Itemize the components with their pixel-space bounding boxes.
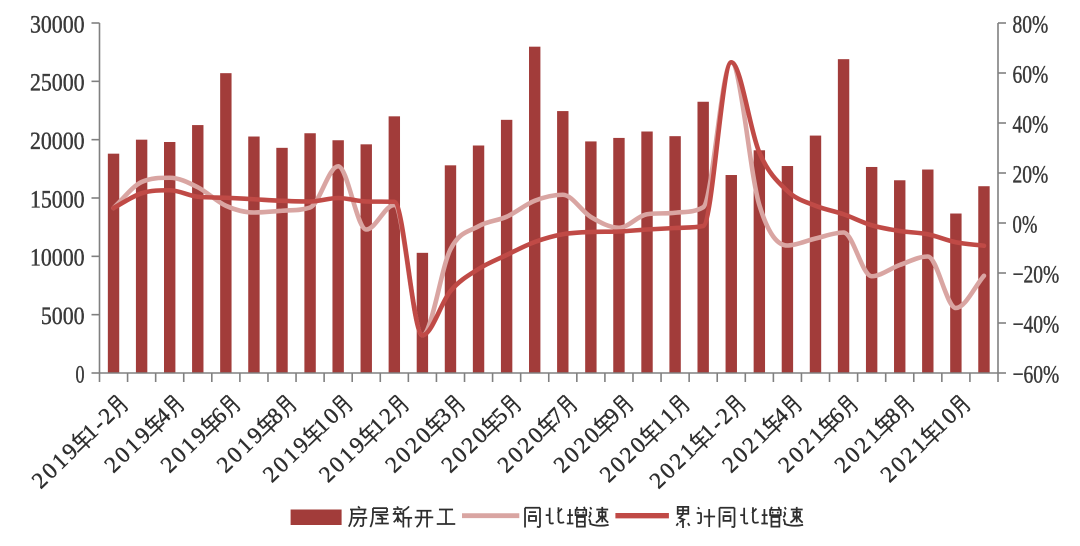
svg-text:20%: 20% [1013, 161, 1049, 188]
svg-text:−40%: −40% [1013, 311, 1060, 338]
svg-text:−60%: −60% [1013, 361, 1060, 388]
svg-text:30000: 30000 [30, 11, 85, 38]
svg-text:80%: 80% [1013, 11, 1049, 38]
svg-text:60%: 60% [1013, 61, 1049, 88]
svg-text:25000: 25000 [30, 70, 85, 97]
svg-text:10000: 10000 [30, 245, 85, 272]
svg-text:−20%: −20% [1013, 261, 1060, 288]
svg-text:15000: 15000 [30, 186, 85, 213]
svg-text:5000: 5000 [41, 303, 85, 330]
svg-text:0%: 0% [1013, 211, 1038, 238]
svg-text:20000: 20000 [30, 128, 85, 155]
svg-text:0: 0 [76, 361, 85, 388]
svg-text:40%: 40% [1013, 111, 1049, 138]
